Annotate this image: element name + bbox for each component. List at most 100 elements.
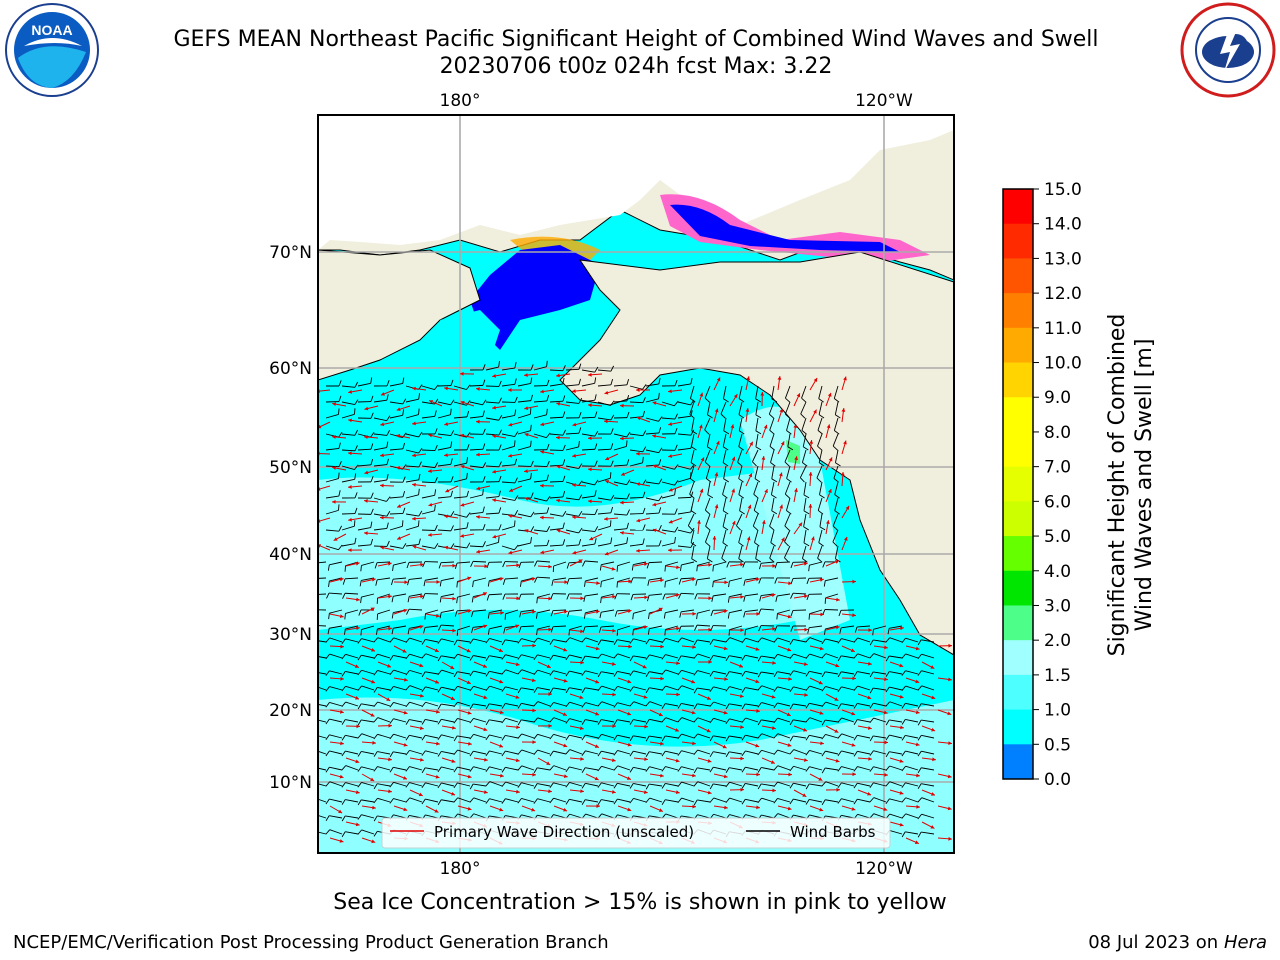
wave-arrow-head — [460, 433, 465, 438]
wind-barb — [834, 401, 839, 415]
wind-barb — [425, 782, 439, 787]
wind-barb — [473, 703, 487, 707]
wind-barb — [645, 383, 659, 387]
wind-barb — [425, 625, 439, 628]
wind-barb-flag — [344, 613, 346, 620]
wind-barb-flag — [450, 430, 455, 436]
wind-barb-flag — [834, 494, 840, 499]
wind-barb — [537, 749, 551, 755]
wind-barb-flag — [917, 685, 923, 691]
wind-barb — [753, 481, 759, 495]
wind-barb-flag — [517, 798, 522, 804]
wave-arrow-head — [948, 741, 952, 746]
wave-arrow-head — [808, 472, 813, 476]
wind-barb-flag — [706, 478, 712, 483]
wind-barb-flag — [789, 749, 795, 755]
wind-barb — [361, 685, 375, 691]
wind-barb-flag — [631, 564, 634, 571]
wind-barb — [834, 545, 839, 559]
wind-barb — [681, 669, 695, 675]
wind-barb-flag — [373, 733, 378, 740]
wind-barb — [473, 750, 487, 755]
wave-arrow-head — [668, 548, 672, 553]
wind-barb-flag — [373, 687, 378, 693]
wave-arrow-head — [412, 545, 417, 549]
wind-barb-flag — [310, 798, 314, 803]
wind-barb — [597, 497, 611, 501]
wind-barb-flag — [370, 412, 374, 419]
wind-barb-flag — [536, 597, 538, 604]
wind-barb-flag — [677, 750, 682, 756]
wind-barb-flag — [402, 507, 406, 514]
wave-arrow-head — [339, 710, 344, 714]
wind-barb-flag — [514, 520, 516, 527]
wind-barb — [801, 545, 807, 559]
wave-arrow-head — [380, 545, 385, 550]
wave-arrow-head — [779, 504, 783, 509]
wind-barb-flag — [453, 782, 458, 789]
wind-barb — [585, 734, 599, 739]
wind-barb — [745, 703, 759, 707]
wind-barb-flag — [325, 734, 330, 740]
wind-barb — [617, 765, 631, 771]
wind-barb-flag — [357, 766, 362, 772]
wind-barb — [729, 637, 743, 643]
wave-arrow-head — [852, 613, 856, 618]
wind-barb-flag — [821, 671, 826, 678]
wind-barb-flag — [578, 463, 583, 469]
wind-barb-flag — [789, 735, 794, 742]
wave-arrow-head — [652, 502, 657, 507]
wind-barb — [617, 625, 631, 631]
wind-barb-flag — [546, 507, 550, 514]
wind-barb — [318, 783, 327, 787]
wind-barb — [389, 383, 403, 387]
wind-barb-flag — [597, 719, 602, 725]
wind-barb — [633, 766, 647, 771]
wind-barb — [345, 653, 359, 659]
wind-barb-flag — [517, 669, 523, 675]
wind-barb-flag — [582, 560, 586, 567]
wind-barb — [752, 449, 759, 462]
wave-arrow-head — [460, 400, 465, 405]
wave-arrow-head — [580, 757, 584, 761]
wind-barb-flag — [341, 765, 347, 771]
wind-barb-flag — [357, 703, 362, 710]
wind-barb-flag — [546, 460, 550, 467]
lat-label: 30°N — [269, 625, 312, 645]
wave-arrow-head — [772, 564, 776, 568]
wind-barb — [792, 592, 807, 595]
wind-barb — [318, 561, 327, 564]
wind-barb — [318, 831, 327, 835]
wind-barb — [537, 701, 551, 707]
wind-barb-flag — [741, 734, 746, 741]
wind-barb — [921, 670, 935, 675]
wind-barb-flag — [546, 443, 550, 450]
wind-barb-flag — [722, 462, 729, 467]
wind-barb — [705, 529, 711, 543]
wave-arrow-head — [354, 664, 359, 668]
wave-arrow-head — [764, 489, 768, 494]
wave-arrow-head — [627, 609, 632, 614]
swell-patch — [318, 470, 800, 630]
wind-barb-flag — [690, 510, 697, 515]
wind-barb — [687, 513, 695, 526]
wind-barb — [834, 481, 839, 495]
wind-barb — [825, 671, 839, 675]
wave-arrow-head — [588, 467, 592, 472]
wave-arrow-head — [699, 392, 704, 397]
wave-arrow-head — [580, 789, 584, 794]
wind-barb — [553, 577, 567, 581]
wind-barb — [617, 671, 631, 675]
wind-barb — [761, 733, 775, 739]
wind-barb — [905, 685, 919, 691]
wind-barb — [501, 497, 515, 501]
wind-barb — [533, 497, 547, 502]
wind-barb-flag — [626, 459, 630, 466]
wave-arrow-head — [356, 597, 360, 602]
wind-barb — [761, 608, 775, 611]
footer-credit: NCEP/EMC/Verification Post Processing Pr… — [13, 932, 609, 953]
wind-barb — [745, 734, 759, 739]
colorbar-tick-label: 4.0 — [1044, 562, 1071, 582]
wind-barb-flag — [832, 445, 838, 451]
wind-barb-flag — [341, 685, 346, 692]
